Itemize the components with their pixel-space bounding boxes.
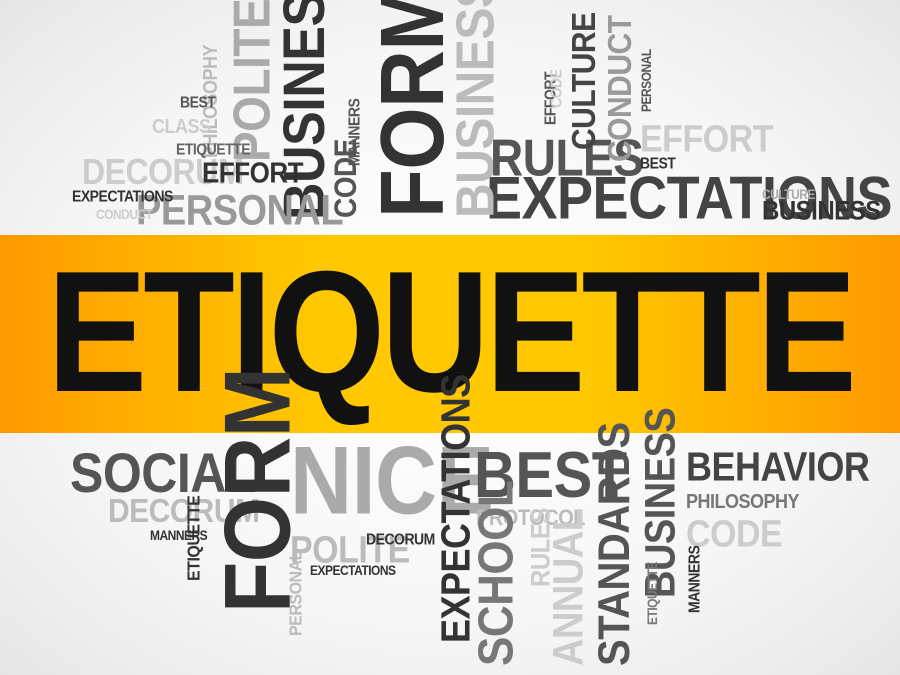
cloud-word: ETIQUETTE (644, 562, 661, 625)
cloud-word: CODE (546, 69, 565, 108)
cloud-word: PERSONAL (136, 187, 344, 235)
cloud-word: CONDUCT (96, 206, 153, 223)
page-title: ETIQUETTE (47, 234, 857, 428)
cloud-word: PERSONAL (638, 49, 655, 112)
cloud-word: MANNERS (684, 545, 703, 613)
cloud-word: SOCIAL (70, 441, 256, 505)
cloud-word: EFFORT (640, 117, 773, 161)
cloud-word: PROTOCOL (476, 505, 585, 531)
cloud-word: BEST (180, 92, 216, 111)
cloud-word: NICE (290, 427, 494, 535)
cloud-word: MANNERS (344, 98, 363, 166)
cloud-word: ETIQUETTE (176, 139, 251, 158)
cloud-word: PERSONAL (286, 551, 306, 636)
cloud-word: CULTURE (565, 12, 603, 150)
cloud-word: CULTURE (762, 186, 815, 203)
cloud-word: ANNUAL (545, 508, 593, 666)
cloud-word: POLITE (222, 0, 281, 162)
cloud-word: CODE (686, 512, 783, 556)
cloud-word: BEHAVIOR (686, 443, 870, 490)
word-cloud-top: EXPECTATIONS FORM BUSINESS BUSINESS PERSONAL… (0, 0, 900, 235)
cloud-word: RULES (490, 128, 644, 187)
cloud-word: EXPECTATIONS (486, 164, 893, 232)
cloud-word: STANDARDS (589, 422, 640, 666)
cloud-word: FORM (362, 0, 463, 218)
cloud-word: EXPECTATIONS (310, 562, 396, 579)
cloud-word: BUSINESS (762, 195, 881, 226)
cloud-word: CONDUCT (601, 15, 639, 163)
cloud-word: BEST (474, 438, 627, 512)
cloud-word: BEST (640, 153, 676, 172)
cloud-word: CLASS (152, 114, 211, 138)
title-banner: ETIQUETTE (0, 235, 900, 433)
cloud-word: PHILOSOPHY (686, 489, 800, 513)
word-cloud-bottom: SOCIAL DECORUM MANNERS ETIQUETTE FORM NICE POL… (0, 368, 900, 675)
cloud-word: MANNERS (150, 527, 208, 544)
cloud-word: DECORUM (366, 529, 435, 548)
cloud-word: EXPECTATIONS (72, 186, 173, 205)
cloud-word: ETIQUETTE (184, 495, 204, 581)
cloud-word: POLITE (290, 528, 410, 572)
cloud-word: DECORUM (108, 492, 260, 530)
cloud-word: EFFORT (202, 155, 304, 190)
cloud-word: DECORUM (82, 151, 244, 193)
cloud-word: SCHOOL (468, 480, 524, 666)
